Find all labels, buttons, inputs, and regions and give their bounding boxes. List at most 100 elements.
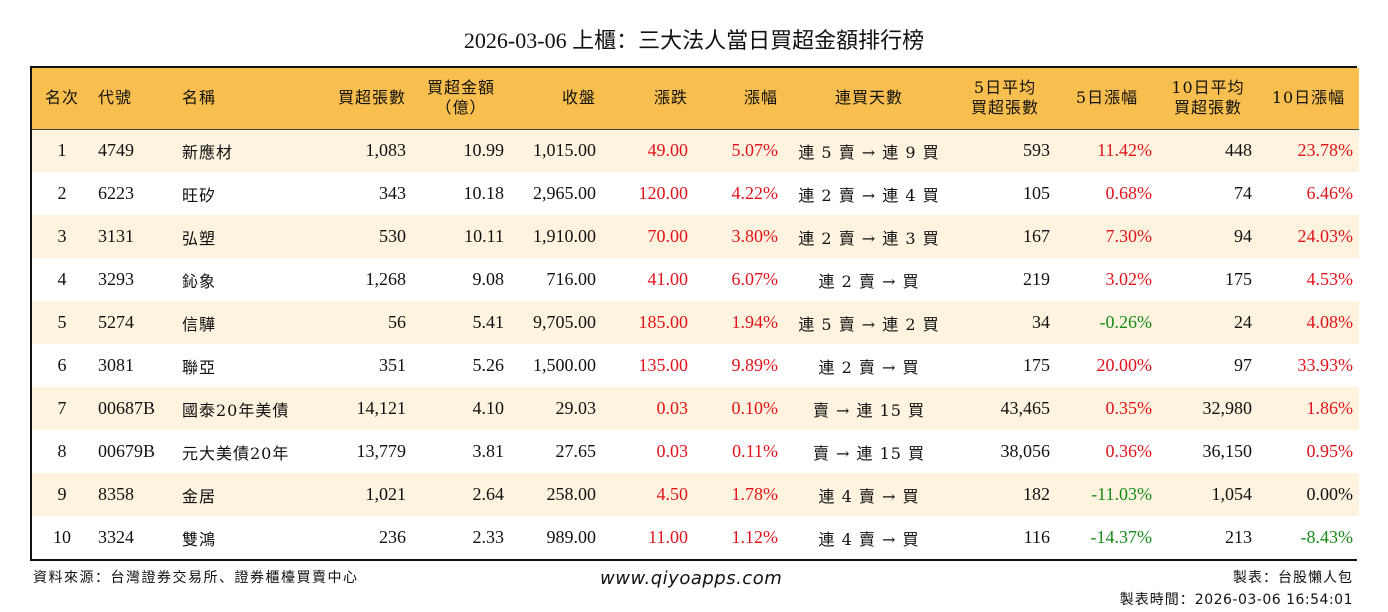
- cell-change-pct: 0.11%: [732, 441, 778, 461]
- cell-close: 9,705.00: [533, 312, 596, 332]
- cell-chg10-pct: 4.53%: [1306, 269, 1354, 289]
- cell-chg5-pct: -14.37%: [1090, 527, 1153, 547]
- cell-name: 聯亞: [182, 357, 217, 377]
- cell-avg5-lots: 219: [1023, 269, 1050, 289]
- cell-avg5-lots: 43,465: [1000, 398, 1051, 418]
- cell-avg5-lots: 182: [1023, 484, 1050, 504]
- cell-chg5-pct: 20.00%: [1096, 355, 1153, 375]
- col-header-net-buy-amount-line2: （億）: [435, 98, 487, 118]
- cell-name: 雙鴻: [182, 529, 217, 549]
- table-row: 4 3293 鈊象 1,268 9.08 716.00 41.00 6.07% 連 2 賣 → …: [32, 258, 1359, 301]
- cell-avg5-lots: 38,056: [1000, 441, 1051, 461]
- col-header-avg5-line1: 5日平均: [973, 78, 1037, 98]
- made-time-value: 2026-03-06 16:54:01: [1194, 592, 1353, 608]
- cell-net-buy-amount: 3.81: [472, 441, 505, 461]
- cell-avg10-lots: 94: [1234, 226, 1252, 246]
- cell-close: 258.00: [546, 484, 597, 504]
- cell-net-buy-lots: 13,779: [356, 441, 407, 461]
- col-header-rank: 名次: [32, 68, 92, 130]
- cell-chg5-pct: -0.26%: [1099, 312, 1153, 332]
- col-header-net-buy-lots: 買超張數: [302, 68, 412, 130]
- table-row: 5 5274 信驊 56 5.41 9,705.00 185.00 1.94% 連 5 賣 → …: [32, 301, 1359, 344]
- cell-avg10-lots: 24: [1234, 312, 1252, 332]
- cell-chg5-pct: 0.35%: [1105, 398, 1153, 418]
- website-link[interactable]: www.qiyoapps.com: [600, 568, 783, 589]
- cell-change: 49.00: [647, 140, 689, 161]
- col-header-code: 代號: [92, 68, 176, 130]
- cell-name: 元大美債20年: [182, 443, 290, 463]
- cell-change: 120.00: [638, 183, 689, 203]
- cell-net-buy-amount: 4.10: [472, 398, 505, 418]
- cell-net-buy-lots: 56: [388, 312, 406, 332]
- cell-chg5-pct: -11.03%: [1091, 484, 1152, 504]
- cell-avg5-lots: 105: [1023, 183, 1050, 203]
- cell-streak: 連 4 賣 → 買: [818, 486, 920, 506]
- table-row: 3 3131 弘塑 530 10.11 1,910.00 70.00 3.80% 連 2 賣 →…: [32, 215, 1359, 258]
- cell-avg10-lots: 74: [1234, 183, 1252, 203]
- cell-streak: 連 5 賣 → 連 9 買: [798, 142, 940, 162]
- col-header-avg5-line2: 買超張數: [970, 98, 1039, 118]
- cell-net-buy-lots: 1,021: [365, 484, 407, 504]
- cell-avg10-lots: 213: [1225, 527, 1252, 547]
- cell-name: 國泰20年美債: [182, 400, 290, 420]
- cell-change: 135.00: [638, 355, 689, 375]
- col-header-change: 漲跌: [602, 68, 694, 130]
- cell-change-pct: 6.07%: [731, 269, 779, 289]
- cell-net-buy-amount: 2.64: [472, 484, 505, 504]
- cell-change: 4.50: [656, 484, 689, 504]
- cell-net-buy-amount: 2.33: [472, 527, 505, 547]
- ranking-table: 名次 代號 名稱 買超張數 買超金額 （億） 收盤 漲跌 漲幅 連買天數 5日平…: [32, 68, 1359, 559]
- cell-code: 00687B: [98, 398, 156, 418]
- cell-chg5-pct: 7.30%: [1105, 226, 1153, 246]
- cell-avg10-lots: 175: [1225, 269, 1252, 289]
- cell-code: 3131: [98, 226, 134, 246]
- table-row: 9 8358 金居 1,021 2.64 258.00 4.50 1.78% 連 4 賣 → 買…: [32, 473, 1359, 516]
- col-header-avg10-lots: 10日平均 買超張數: [1158, 68, 1258, 130]
- cell-net-buy-amount: 5.26: [472, 355, 505, 375]
- cell-change-pct: 3.80%: [731, 226, 779, 246]
- cell-code: 5274: [98, 312, 134, 332]
- cell-name: 新應材: [182, 142, 234, 162]
- cell-name: 弘塑: [182, 228, 217, 248]
- cell-avg5-lots: 175: [1023, 355, 1050, 375]
- cell-change: 0.03: [656, 398, 689, 418]
- cell-streak: 連 2 賣 → 連 4 買: [798, 185, 940, 205]
- cell-chg10-pct: 4.08%: [1306, 312, 1354, 332]
- cell-chg10-pct: 6.46%: [1306, 183, 1354, 203]
- cell-close: 27.65: [555, 441, 597, 461]
- cell-avg5-lots: 593: [1023, 140, 1050, 161]
- cell-code: 00679B: [98, 441, 156, 461]
- col-header-net-buy-amount: 買超金額 （億）: [412, 68, 510, 130]
- cell-streak: 連 5 賣 → 連 2 買: [798, 314, 940, 334]
- col-header-avg10-line1: 10日平均: [1171, 78, 1245, 98]
- cell-rank: 7: [57, 398, 67, 418]
- col-header-avg5-lots: 5日平均 買超張數: [954, 68, 1056, 130]
- cell-rank: 6: [57, 355, 67, 375]
- cell-net-buy-lots: 530: [379, 226, 406, 246]
- cell-change: 0.03: [656, 441, 689, 461]
- cell-net-buy-amount: 5.41: [472, 312, 505, 332]
- cell-avg5-lots: 34: [1032, 312, 1050, 332]
- cell-close: 989.00: [546, 527, 597, 547]
- cell-change-pct: 1.78%: [731, 484, 779, 504]
- col-header-change-pct: 漲幅: [694, 68, 784, 130]
- table-row: 6 3081 聯亞 351 5.26 1,500.00 135.00 9.89% 連 2 賣 →…: [32, 344, 1359, 387]
- cell-net-buy-lots: 343: [379, 183, 406, 203]
- cell-rank: 3: [57, 226, 67, 246]
- cell-avg10-lots: 36,150: [1202, 441, 1253, 461]
- cell-net-buy-amount: 10.11: [464, 226, 504, 246]
- cell-change-pct: 4.22%: [731, 183, 779, 203]
- cell-chg10-pct: 0.95%: [1306, 441, 1354, 461]
- cell-rank: 5: [57, 312, 67, 332]
- cell-name: 鈊象: [182, 271, 217, 291]
- cell-code: 3081: [98, 355, 134, 375]
- cell-streak: 連 2 賣 → 連 3 買: [798, 228, 940, 248]
- cell-close: 1,015.00: [533, 140, 596, 161]
- col-header-close: 收盤: [510, 68, 602, 130]
- table-row: 10 3324 雙鴻 236 2.33 989.00 11.00 1.12% 連 4 賣 → 買…: [32, 516, 1359, 559]
- cell-change-pct: 0.10%: [731, 398, 779, 418]
- cell-close: 716.00: [546, 269, 597, 289]
- cell-code: 8358: [98, 484, 134, 504]
- cell-change-pct: 1.12%: [731, 527, 779, 547]
- cell-chg5-pct: 0.68%: [1105, 183, 1153, 203]
